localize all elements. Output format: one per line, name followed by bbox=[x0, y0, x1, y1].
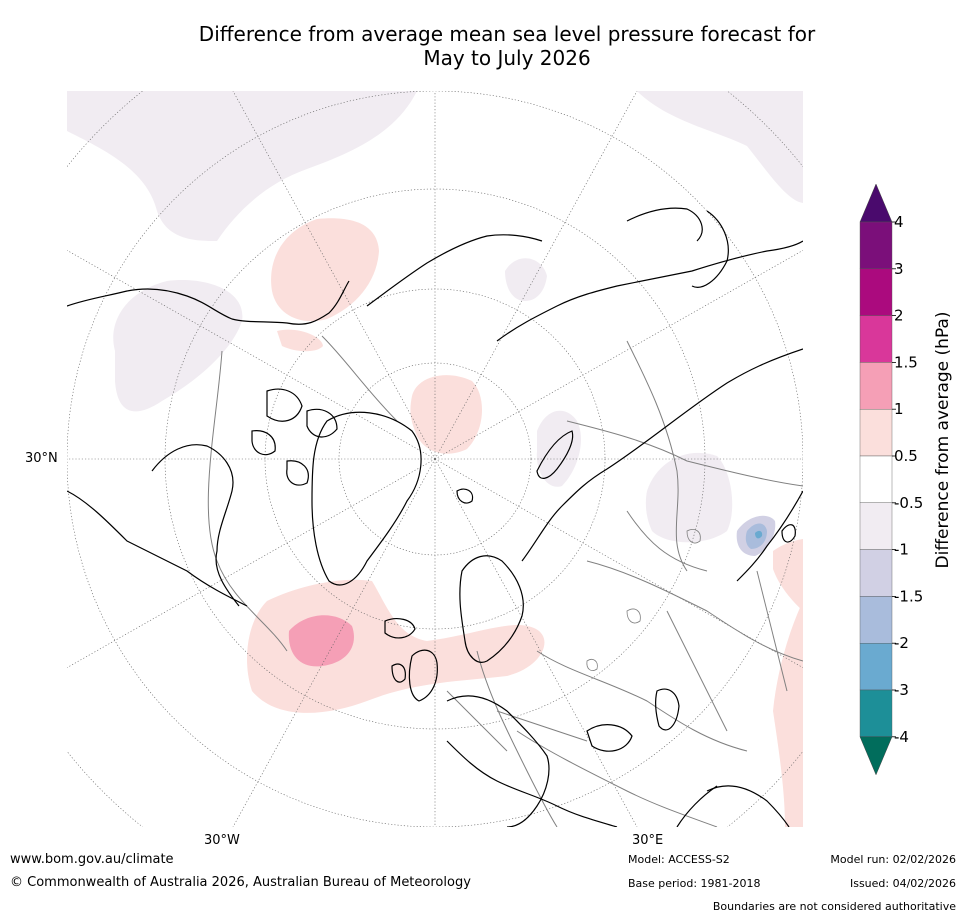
coast-canada-east bbox=[67, 490, 248, 607]
footer-model: Model: ACCESS-S2 bbox=[628, 853, 730, 866]
lat-label-30n: 30°N bbox=[25, 451, 58, 466]
colorbar-bottom-arrow bbox=[859, 736, 893, 776]
anomaly-neg-china-dot bbox=[755, 530, 763, 539]
colorbar-top-arrow bbox=[859, 183, 893, 223]
graticule bbox=[67, 91, 803, 827]
coast-okhotsk bbox=[626, 207, 703, 242]
colorbar-band bbox=[859, 268, 893, 316]
anomaly-neg-pacific-east bbox=[637, 91, 803, 203]
footer-issued: Issued: 04/02/2026 bbox=[849, 877, 956, 890]
colorbar-tick-label: 0.5 bbox=[894, 447, 918, 465]
coast-britain bbox=[408, 649, 438, 702]
anomaly-neg-urals bbox=[536, 410, 582, 487]
coast-archipelago-2 bbox=[306, 408, 338, 438]
coast-arabia bbox=[706, 785, 790, 827]
colorbar-tick-label: 4 bbox=[894, 213, 904, 231]
anomaly-pos-africa-east bbox=[773, 601, 803, 827]
chart-title-line2: May to July 2026 bbox=[423, 46, 591, 70]
anomaly-shading bbox=[67, 91, 803, 827]
coast-red-sea bbox=[676, 785, 718, 827]
coast-iceland bbox=[384, 618, 416, 639]
anomaly-pos-atlantic-core bbox=[288, 615, 354, 667]
coast-archipelago-1 bbox=[266, 388, 303, 422]
coast-kamchatka bbox=[691, 210, 729, 288]
coast-north-america bbox=[67, 280, 350, 325]
colorbar-tick-label: 1 bbox=[894, 400, 904, 418]
anomaly-pos-india-east bbox=[773, 539, 803, 611]
footer-base-period: Base period: 1981-2018 bbox=[628, 877, 761, 890]
colorbar-tick-label: 3 bbox=[894, 260, 904, 278]
lon-label-30w: 30°W bbox=[204, 833, 240, 848]
coast-greenland bbox=[311, 411, 422, 586]
colorbar-band bbox=[859, 408, 893, 457]
coast-eurasia-north bbox=[521, 348, 803, 562]
coast-novaya-zemlya bbox=[536, 430, 574, 479]
colorbar-tick-label: 1.5 bbox=[894, 353, 918, 371]
colorbar-band bbox=[859, 455, 893, 503]
footer-copyright: © Commonwealth of Australia 2026, Austra… bbox=[10, 875, 471, 890]
colorbar-band bbox=[859, 315, 893, 363]
colorbar-band bbox=[859, 596, 893, 644]
colorbar-tick-label: -1 bbox=[894, 541, 909, 559]
lakes bbox=[586, 529, 701, 671]
anomaly-pos-bering bbox=[271, 218, 379, 322]
coast-svalbard bbox=[456, 488, 474, 504]
coast-black-sea bbox=[586, 724, 633, 752]
coast-archipelago-3 bbox=[251, 430, 276, 456]
coast-scandinavia bbox=[459, 555, 524, 663]
colorbar-band bbox=[859, 643, 893, 691]
coast-siberia-east bbox=[496, 240, 803, 342]
footer-disclaimer: Boundaries are not considered authoritat… bbox=[712, 900, 956, 913]
colorbar-band bbox=[859, 549, 893, 597]
anomaly-neg-siberia bbox=[505, 258, 547, 301]
country-borders bbox=[207, 335, 803, 827]
footer-website[interactable]: www.bom.gov.au/climate bbox=[10, 852, 174, 867]
coast-ireland bbox=[391, 663, 406, 683]
colorbar-tick-label: -1.5 bbox=[894, 587, 923, 605]
coast-chukotka bbox=[366, 234, 543, 307]
coast-archipelago-4 bbox=[286, 460, 309, 486]
colorbar-ticks: 4 3 2 1.5 1 0.5 -0.5 -1 -1.5 -2 -3 -4 bbox=[892, 213, 923, 746]
coastlines bbox=[67, 207, 803, 827]
colorbar-tick-label: -2 bbox=[894, 634, 909, 652]
colorbar: 4 3 2 1.5 1 0.5 -0.5 -1 -1.5 -2 -3 -4 Difference fr… bbox=[859, 183, 953, 776]
coast-hudson-bay bbox=[151, 444, 240, 607]
coast-caspian bbox=[655, 688, 680, 731]
coast-europe-west bbox=[446, 695, 550, 827]
colorbar-band bbox=[859, 502, 893, 550]
chart-title-line1: Difference from average mean sea level p… bbox=[198, 22, 816, 46]
polar-map bbox=[67, 91, 803, 827]
colorbar-band bbox=[859, 362, 893, 410]
footer-model-run: Model run: 02/02/2026 bbox=[830, 853, 956, 866]
anomaly-neg-alaska bbox=[113, 280, 243, 412]
colorbar-bands bbox=[859, 183, 893, 776]
colorbar-band bbox=[859, 221, 893, 269]
colorbar-label: Difference from average (hPa) bbox=[933, 312, 953, 569]
colorbar-tick-label: 2 bbox=[894, 307, 904, 325]
colorbar-tick-label: -0.5 bbox=[894, 494, 923, 512]
colorbar-tick-label: -4 bbox=[894, 728, 909, 746]
anomaly-pos-arctic bbox=[410, 375, 483, 454]
coast-mediterranean bbox=[446, 740, 618, 827]
anomaly-pos-atlantic bbox=[247, 579, 545, 713]
colorbar-tick-label: -3 bbox=[894, 681, 909, 699]
anomaly-neg-pacific-north bbox=[67, 91, 417, 241]
colorbar-band bbox=[859, 689, 893, 737]
lon-label-30e: 30°E bbox=[632, 833, 664, 848]
coast-asia-east bbox=[736, 490, 803, 582]
coast-japan bbox=[781, 524, 796, 543]
anomaly-neg-central-asia bbox=[645, 452, 733, 543]
anomaly-pos-beaufort bbox=[277, 329, 323, 352]
